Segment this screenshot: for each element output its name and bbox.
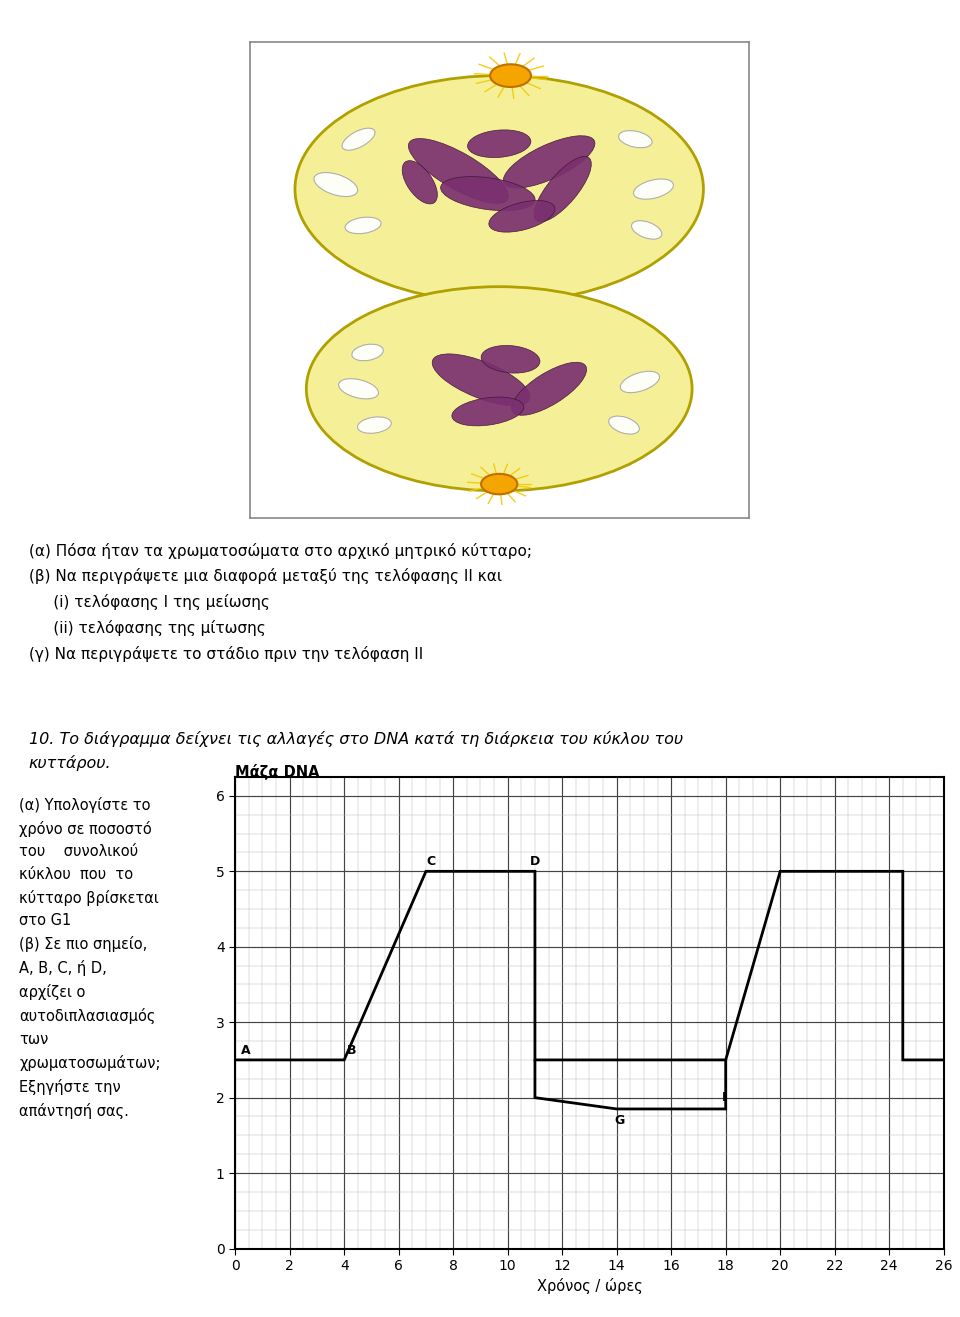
Ellipse shape — [402, 161, 438, 204]
Text: Μάζα DNA: Μάζα DNA — [235, 764, 320, 780]
Ellipse shape — [339, 379, 378, 399]
Ellipse shape — [489, 200, 555, 232]
Ellipse shape — [503, 136, 595, 188]
Ellipse shape — [314, 173, 358, 196]
Ellipse shape — [342, 128, 375, 150]
Text: I: I — [722, 1092, 726, 1105]
Ellipse shape — [306, 287, 692, 491]
Ellipse shape — [432, 354, 530, 406]
Ellipse shape — [441, 176, 535, 211]
Ellipse shape — [481, 474, 517, 494]
Ellipse shape — [620, 371, 660, 392]
Ellipse shape — [609, 416, 639, 435]
X-axis label: Χρόνος / ώρες: Χρόνος / ώρες — [537, 1279, 642, 1295]
Text: D: D — [530, 855, 540, 868]
Ellipse shape — [357, 417, 392, 433]
Ellipse shape — [481, 345, 540, 373]
Ellipse shape — [345, 217, 381, 233]
Text: B: B — [347, 1044, 356, 1056]
Ellipse shape — [352, 344, 383, 361]
Ellipse shape — [534, 157, 591, 221]
Ellipse shape — [632, 221, 661, 240]
Ellipse shape — [634, 179, 673, 199]
Ellipse shape — [491, 65, 531, 87]
Ellipse shape — [468, 130, 531, 158]
Text: (α) Πόσα ήταν τα χρωματοσώματα στο αρχικό μητρικό κύτταρο;
(β) Να περιγράψετε μι: (α) Πόσα ήταν τα χρωματοσώματα στο αρχικ… — [29, 543, 532, 661]
Text: A: A — [241, 1044, 251, 1056]
Ellipse shape — [408, 138, 508, 203]
Ellipse shape — [512, 362, 587, 415]
Text: C: C — [426, 855, 435, 868]
Text: (α) Υπολογίστε το
χρόνο σε ποσοστό
του    συνολικού
κύκλου  που  το
κύτταρο βρίσ: (α) Υπολογίστε το χρόνο σε ποσοστό του σ… — [19, 797, 160, 1119]
Text: 10. Το διάγραμμα δείχνει τις αλλαγές στο DNA κατά τη διάρκεια του κύκλου του
κυτ: 10. Το διάγραμμα δείχνει τις αλλαγές στο… — [29, 731, 683, 772]
Text: G: G — [614, 1114, 624, 1127]
Ellipse shape — [618, 130, 652, 148]
Ellipse shape — [295, 75, 704, 303]
Ellipse shape — [452, 396, 524, 425]
